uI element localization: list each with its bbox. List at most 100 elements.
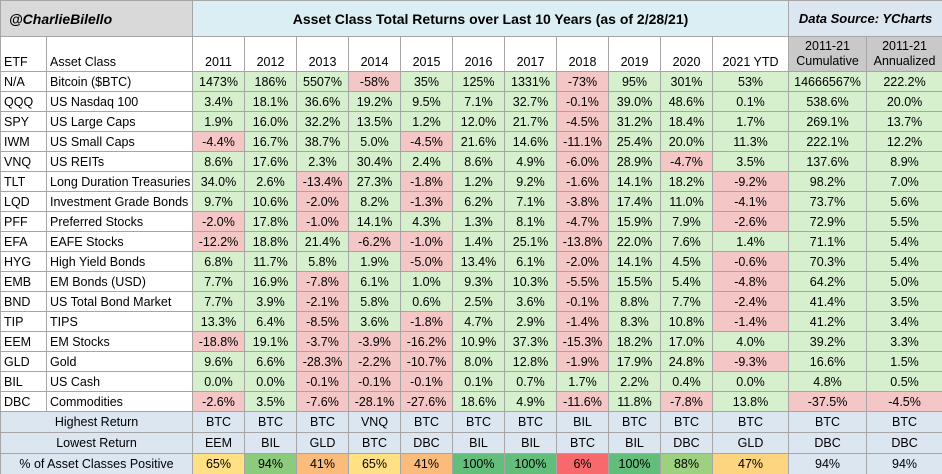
highest-cell: BTC bbox=[296, 411, 349, 433]
asset-class: Investment Grade Bonds bbox=[46, 191, 193, 212]
highest-row: Highest Return BTC BTC BTC VNQ BTC BTC BTC BIL BT… bbox=[0, 411, 942, 433]
etf: TIP bbox=[0, 311, 47, 332]
return-cell: 11.7% bbox=[244, 251, 297, 272]
etf: GLD bbox=[0, 351, 47, 372]
return-cell: -1.6% bbox=[556, 171, 609, 192]
etf: VNQ bbox=[0, 151, 47, 172]
return-cell: 1.7% bbox=[556, 371, 609, 392]
return-cell: 2.6% bbox=[244, 171, 297, 192]
return-cell: 10.6% bbox=[244, 191, 297, 212]
lowest-cell: BIL bbox=[244, 432, 297, 454]
return-cell: -11.1% bbox=[556, 131, 609, 152]
column-header: 2016 bbox=[452, 36, 505, 72]
return-cell: 21.6% bbox=[452, 131, 505, 152]
return-cell: 0.7% bbox=[504, 371, 557, 392]
lowest-row: Lowest Return EEM BIL GLD BTC DBC BIL BIL BTC BIL… bbox=[0, 432, 942, 454]
return-cell: 301% bbox=[660, 71, 713, 92]
return-cell: 53% bbox=[711, 71, 790, 92]
return-cell: 9.7% bbox=[192, 191, 245, 212]
highest-cell: BTC bbox=[608, 411, 661, 433]
return-cell: -3.9% bbox=[348, 331, 401, 352]
return-cell: 1.4% bbox=[452, 231, 505, 252]
return-cell: -6.2% bbox=[348, 231, 401, 252]
return-cell: 7.9% bbox=[660, 211, 713, 232]
return-cell: 25.4% bbox=[608, 131, 661, 152]
return-cell: -6.0% bbox=[556, 151, 609, 172]
return-cell: -1.8% bbox=[400, 171, 453, 192]
column-header: 2011 bbox=[192, 36, 245, 72]
return-cell: 17.4% bbox=[608, 191, 661, 212]
etf: EEM bbox=[0, 331, 47, 352]
return-cell: -4.7% bbox=[556, 211, 609, 232]
lowest-cell: DBC bbox=[866, 432, 942, 454]
return-cell: 222.1% bbox=[788, 131, 868, 152]
column-header: 2012 bbox=[244, 36, 297, 72]
return-cell: -73% bbox=[556, 71, 609, 92]
return-cell: 7.6% bbox=[660, 231, 713, 252]
data-row: EFA EAFE Stocks -12.2% 18.8% 21.4% -6.2% -1.0%… bbox=[0, 231, 942, 252]
return-cell: -2.4% bbox=[711, 291, 790, 312]
asset-class: Preferred Stocks bbox=[46, 211, 193, 232]
return-cell: 39.2% bbox=[788, 331, 868, 352]
return-cell: 186% bbox=[244, 71, 297, 92]
etf: LQD bbox=[0, 191, 47, 212]
return-cell: 3.5% bbox=[244, 391, 297, 412]
return-cell: 6.8% bbox=[192, 251, 245, 272]
return-cell: 1.7% bbox=[711, 111, 790, 132]
return-cell: 0.0% bbox=[711, 371, 790, 392]
return-cell: 3.3% bbox=[866, 331, 942, 352]
return-cell: 24.8% bbox=[660, 351, 713, 372]
data-row: BND US Total Bond Market 7.7% 3.9% -2.1% 5.8%… bbox=[0, 291, 942, 312]
return-cell: -1.0% bbox=[400, 231, 453, 252]
asset-class: Gold bbox=[46, 351, 193, 372]
etf: HYG bbox=[0, 251, 47, 272]
return-cell: -2.2% bbox=[348, 351, 401, 372]
return-cell: 4.9% bbox=[504, 151, 557, 172]
return-cell: 7.7% bbox=[660, 291, 713, 312]
return-cell: 27.3% bbox=[348, 171, 401, 192]
data-row: PFF Preferred Stocks -2.0% 17.8% -1.0% 14.1% 4… bbox=[0, 211, 942, 232]
row-label: Highest Return bbox=[0, 411, 193, 433]
column-header: 2019 bbox=[608, 36, 661, 72]
return-cell: -7.8% bbox=[660, 391, 713, 412]
return-cell: -5.5% bbox=[556, 271, 609, 292]
return-cell: 12.8% bbox=[504, 351, 557, 372]
return-cell: 32.7% bbox=[504, 91, 557, 112]
asset-class: TIPS bbox=[46, 311, 193, 332]
data-row: VNQ US REITs 8.6% 17.6% 2.3% 30.4% 2.4% 8.6% 4.9… bbox=[0, 151, 942, 172]
return-cell: -16.2% bbox=[400, 331, 453, 352]
column-header: 2014 bbox=[348, 36, 401, 72]
return-cell: 17.9% bbox=[608, 351, 661, 372]
return-cell: -7.6% bbox=[296, 391, 349, 412]
highest-cell: BTC bbox=[244, 411, 297, 433]
return-cell: 36.6% bbox=[296, 91, 349, 112]
highest-cell: BTC bbox=[400, 411, 453, 433]
return-cell: -8.5% bbox=[296, 311, 349, 332]
highest-cell: BIL bbox=[556, 411, 609, 433]
return-cell: 5.4% bbox=[660, 271, 713, 292]
return-cell: 4.5% bbox=[660, 251, 713, 272]
highest-cell: BTC bbox=[711, 411, 790, 433]
column-header: 2011-21 Annualized bbox=[866, 36, 942, 72]
positive-cell: 94% bbox=[866, 453, 942, 474]
asset-class: US Total Bond Market bbox=[46, 291, 193, 312]
column-header: 2021 YTD bbox=[711, 36, 790, 72]
etf: BIL bbox=[0, 371, 47, 392]
return-cell: -58% bbox=[348, 71, 401, 92]
return-cell: 137.6% bbox=[788, 151, 868, 172]
return-cell: 16.9% bbox=[244, 271, 297, 292]
positive-cell: 100% bbox=[452, 453, 505, 474]
return-cell: 2.5% bbox=[452, 291, 505, 312]
return-cell: 1473% bbox=[192, 71, 245, 92]
return-cell: -3.8% bbox=[556, 191, 609, 212]
handle: @CharlieBilello bbox=[0, 0, 193, 37]
row-label: Lowest Return bbox=[0, 432, 193, 454]
return-cell: 95% bbox=[608, 71, 661, 92]
return-cell: 1.5% bbox=[866, 351, 942, 372]
return-cell: 13.3% bbox=[192, 311, 245, 332]
return-cell: -2.1% bbox=[296, 291, 349, 312]
return-cell: 3.4% bbox=[866, 311, 942, 332]
return-cell: 8.9% bbox=[866, 151, 942, 172]
